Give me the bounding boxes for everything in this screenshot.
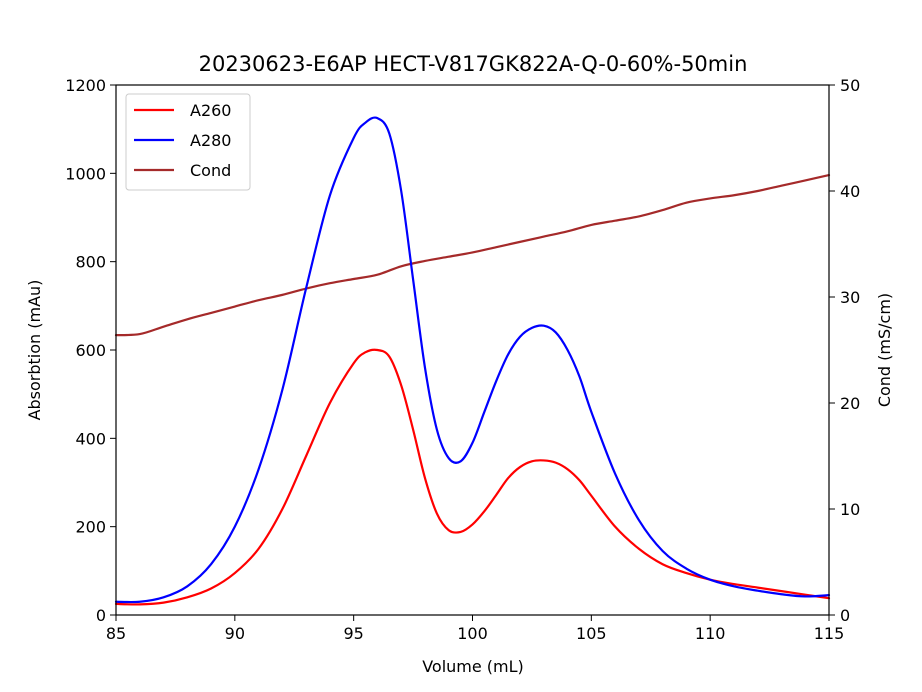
legend: A260 A280 Cond xyxy=(125,93,251,191)
plot-lines xyxy=(114,116,831,606)
y2-tick-label: 20 xyxy=(840,394,860,413)
y-axis-label: Absorbtion (mAu) xyxy=(25,280,44,421)
chart-title: 20230623-E6AP HECT-V817GK822A-Q-0-60%-50… xyxy=(199,52,748,76)
y-tick-label: 800 xyxy=(75,253,106,272)
y2-axis-label: Cond (mS/cm) xyxy=(875,293,894,407)
x-tick-label: 110 xyxy=(695,624,726,643)
x-tick-label: 105 xyxy=(576,624,607,643)
y2-tick-label: 40 xyxy=(840,182,860,201)
y2-tick-label: 50 xyxy=(840,76,860,95)
series-line-a280 xyxy=(114,116,831,604)
series-line-cond xyxy=(114,174,831,337)
y2-tick-label: 30 xyxy=(840,288,860,307)
legend-label-cond: Cond xyxy=(190,161,231,180)
legend-label-a280: A280 xyxy=(190,131,231,150)
y2-tick-label: 0 xyxy=(840,606,850,625)
legend-box xyxy=(125,93,251,191)
y-tick-label: 600 xyxy=(75,341,106,360)
x-tick-label: 85 xyxy=(106,624,126,643)
y-axis-right: 0 10 20 30 40 50 xyxy=(829,76,860,625)
y-tick-label: 1000 xyxy=(65,164,106,183)
series-line-a260 xyxy=(114,348,831,606)
x-tick-label: 115 xyxy=(814,624,845,643)
y-tick-label: 400 xyxy=(75,429,106,448)
x-tick-label: 100 xyxy=(457,624,488,643)
x-axis-label: Volume (mL) xyxy=(422,657,524,676)
x-tick-label: 90 xyxy=(225,624,245,643)
y-tick-label: 0 xyxy=(96,606,106,625)
y-tick-label: 1200 xyxy=(65,76,106,95)
x-axis: 85 90 95 100 105 110 115 xyxy=(106,615,844,643)
y-axis-left: 0 200 400 600 800 1000 1200 xyxy=(65,76,116,625)
x-tick-label: 95 xyxy=(343,624,363,643)
y-tick-label: 200 xyxy=(75,518,106,537)
legend-label-a260: A260 xyxy=(190,101,231,120)
y2-tick-label: 10 xyxy=(840,500,860,519)
